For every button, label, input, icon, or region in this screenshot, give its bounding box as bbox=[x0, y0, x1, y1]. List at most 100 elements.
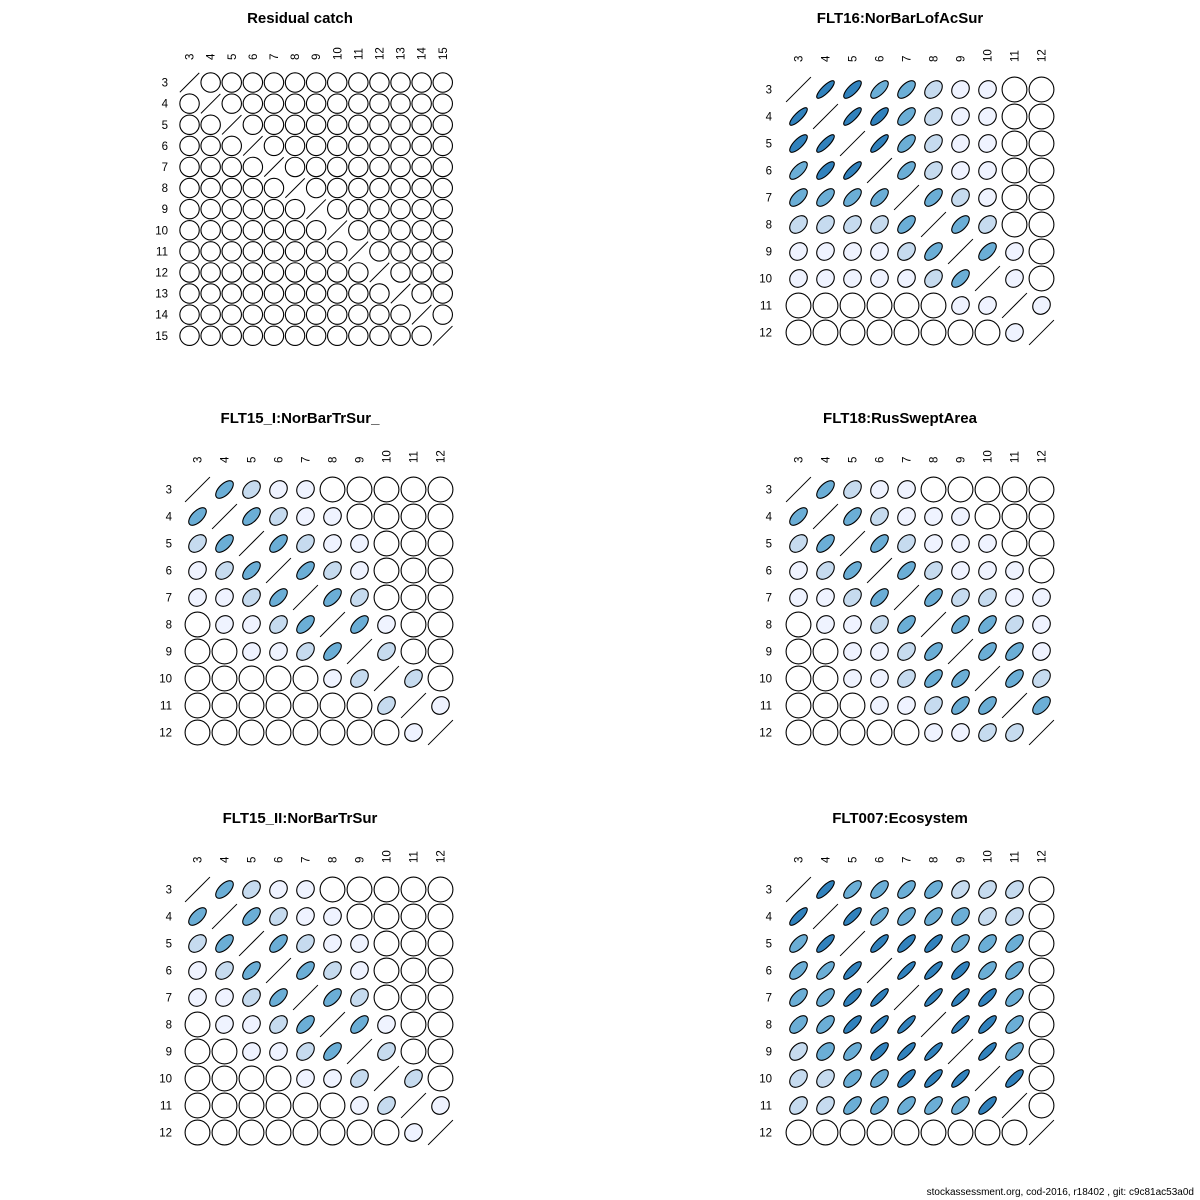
correlation-ellipse bbox=[816, 1096, 835, 1115]
correlation-ellipse bbox=[839, 1119, 866, 1146]
correlation-ellipse bbox=[404, 669, 423, 688]
correlation-ellipse bbox=[323, 588, 342, 607]
correlation-ellipse bbox=[1032, 669, 1051, 688]
correlation-ellipse bbox=[238, 1065, 265, 1092]
correlation-ellipse bbox=[400, 584, 427, 611]
correlation-ellipse bbox=[843, 80, 862, 99]
correlation-ellipse bbox=[978, 242, 997, 261]
correlation-ellipse bbox=[1005, 1015, 1024, 1034]
correlation-ellipse bbox=[789, 534, 808, 553]
col-tick-label: 10 bbox=[382, 450, 394, 463]
correlation-ellipse bbox=[427, 611, 454, 638]
correlation-ellipse bbox=[920, 292, 947, 319]
diagonal-line bbox=[839, 130, 866, 157]
correlation-ellipse bbox=[305, 135, 327, 157]
correlation-ellipse bbox=[816, 161, 835, 180]
correlation-ellipse bbox=[978, 961, 997, 980]
correlation-ellipse bbox=[411, 325, 432, 347]
correlation-ellipse bbox=[348, 262, 369, 283]
diagonal-line bbox=[369, 262, 390, 283]
footer-text: stockassessment.org, cod-2016, r18402 , … bbox=[926, 1187, 1194, 1198]
correlation-ellipse bbox=[785, 319, 812, 346]
correlation-ellipse bbox=[369, 93, 390, 114]
correlation-ellipse bbox=[269, 1042, 288, 1061]
correlation-ellipse bbox=[1005, 961, 1024, 980]
correlation-ellipse bbox=[296, 480, 315, 499]
correlation-ellipse bbox=[369, 135, 390, 157]
correlation-ellipse bbox=[242, 93, 264, 114]
correlation-ellipse bbox=[1028, 503, 1055, 530]
correlation-ellipse bbox=[951, 1015, 970, 1034]
correlation-ellipse bbox=[432, 219, 454, 241]
correlation-ellipse bbox=[284, 198, 306, 220]
correlation-ellipse bbox=[400, 611, 427, 638]
correlation-ellipse bbox=[843, 188, 862, 207]
correlation-ellipse bbox=[866, 319, 893, 346]
diagonal-line bbox=[427, 1119, 454, 1146]
correlation-ellipse bbox=[924, 642, 943, 661]
correlation-ellipse bbox=[816, 480, 835, 499]
correlation-ellipse bbox=[427, 903, 454, 930]
correlation-ellipse bbox=[870, 880, 889, 899]
col-tick-label: 5 bbox=[227, 54, 239, 60]
correlation-ellipse bbox=[242, 880, 261, 899]
correlation-ellipse bbox=[269, 615, 288, 634]
correlation-ellipse bbox=[432, 304, 454, 325]
correlation-ellipse bbox=[789, 242, 808, 261]
correlation-ellipse bbox=[296, 1015, 315, 1034]
col-tick-label: 3 bbox=[794, 857, 806, 863]
correlation-ellipse bbox=[326, 114, 348, 136]
correlation-ellipse bbox=[373, 984, 400, 1011]
correlation-ellipse bbox=[326, 135, 348, 157]
correlation-ellipse bbox=[369, 325, 390, 347]
correlation-ellipse bbox=[947, 476, 974, 503]
correlation-ellipse bbox=[377, 1042, 396, 1061]
correlation-ellipse bbox=[305, 177, 327, 199]
col-tick-label: 12 bbox=[1037, 850, 1049, 863]
correlation-ellipse bbox=[263, 283, 285, 304]
correlation-ellipse bbox=[920, 1119, 947, 1146]
correlation-ellipse bbox=[323, 907, 342, 926]
correlation-ellipse bbox=[263, 177, 285, 199]
correlation-ellipse bbox=[326, 93, 348, 114]
row-tick-label: 6 bbox=[166, 966, 172, 978]
correlation-ellipse bbox=[238, 719, 265, 746]
correlation-ellipse bbox=[843, 1096, 862, 1115]
correlation-ellipse bbox=[870, 1015, 889, 1034]
correlation-ellipse bbox=[893, 719, 920, 746]
correlation-ellipse bbox=[242, 480, 261, 499]
correlation-ellipse bbox=[1028, 1011, 1055, 1038]
row-tick-label: 11 bbox=[160, 1101, 172, 1113]
correlation-ellipse bbox=[897, 934, 916, 953]
col-tick-label: 11 bbox=[409, 851, 421, 863]
correlation-ellipse bbox=[242, 114, 264, 136]
correlation-ellipse bbox=[789, 269, 808, 288]
correlation-ellipse bbox=[816, 988, 835, 1007]
correlation-ellipse bbox=[897, 1069, 916, 1088]
row-tick-label: 10 bbox=[759, 1074, 772, 1086]
correlation-ellipse bbox=[269, 1015, 288, 1034]
correlation-ellipse bbox=[215, 1015, 234, 1034]
row-tick-label: 7 bbox=[766, 593, 772, 605]
correlation-ellipse bbox=[242, 72, 264, 93]
correlation-ellipse bbox=[179, 283, 200, 304]
row-tick-label: 8 bbox=[766, 220, 772, 232]
correlation-ellipse bbox=[870, 269, 889, 288]
correlation-ellipse bbox=[411, 156, 432, 178]
row-tick-label: 13 bbox=[155, 289, 168, 301]
correlation-ellipse bbox=[897, 480, 916, 499]
panel-title: FLT007:Ecosystem bbox=[832, 810, 968, 827]
diagonal-line bbox=[265, 957, 292, 984]
correlation-ellipse bbox=[179, 93, 200, 114]
correlation-ellipse bbox=[296, 615, 315, 634]
correlation-ellipse bbox=[373, 903, 400, 930]
correlation-ellipse bbox=[211, 1119, 238, 1146]
correlation-ellipse bbox=[1028, 903, 1055, 930]
panel-title: FLT16:NorBarLofAcSur bbox=[817, 10, 984, 27]
panel-1: Residual catch 3 4 5 6 7 8 9 10 11 12 13 14 15 3 4 5 6 7 8 9… bbox=[155, 10, 454, 347]
diagonal-line bbox=[839, 930, 866, 957]
correlation-ellipse bbox=[296, 642, 315, 661]
correlation-ellipse bbox=[951, 507, 970, 526]
correlation-ellipse bbox=[1001, 211, 1028, 238]
correlation-ellipse bbox=[978, 296, 997, 315]
